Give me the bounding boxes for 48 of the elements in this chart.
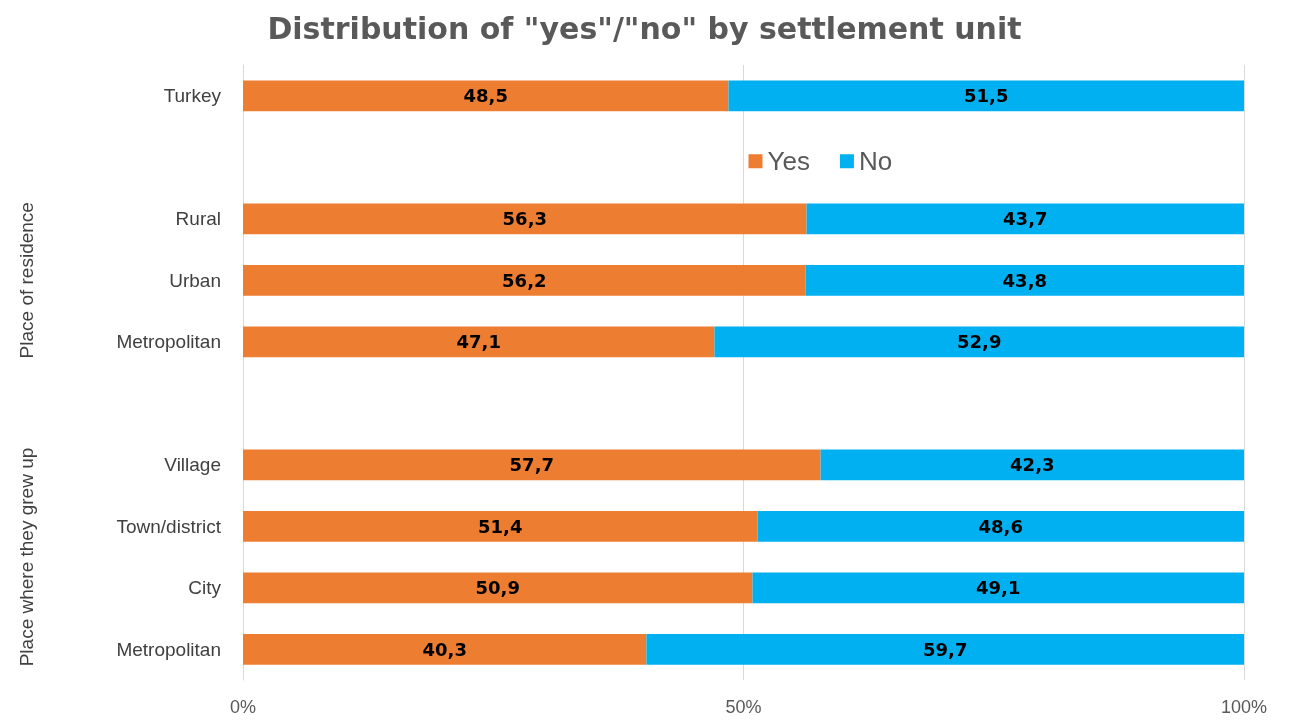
data-label: 56,3: [502, 208, 547, 230]
bar: [243, 449, 821, 481]
bar: [728, 80, 1244, 112]
text: Place of residence: [15, 202, 37, 359]
data-label: 51,4: [478, 515, 523, 537]
bar: [243, 80, 729, 112]
data-label: 59,7: [922, 638, 968, 660]
data-label: 56,2: [502, 269, 547, 291]
data-label: 40,3: [422, 638, 467, 660]
y-tick-label: Turkey: [163, 85, 222, 107]
bar: [243, 326, 715, 358]
bar: [646, 633, 1244, 665]
data-label: 51,5: [964, 85, 1009, 107]
data-label: 57,7: [509, 454, 554, 476]
y-tick-label: Town/district: [116, 515, 222, 537]
y-tick-label: Metropolitan: [116, 638, 221, 660]
bar: [243, 203, 807, 235]
data-label: 47,1: [456, 331, 501, 353]
data-label: 43,7: [1003, 208, 1048, 230]
y-tick-label: Village: [164, 454, 221, 476]
data-label: 42,3: [1010, 454, 1055, 476]
bar: [714, 326, 1244, 358]
bar: [243, 633, 647, 665]
bar: [805, 264, 1244, 296]
bar: [820, 449, 1244, 481]
x-tick-label: 100%: [1220, 697, 1268, 717]
data-label: 52,9: [957, 331, 1002, 353]
bar: [243, 264, 806, 296]
data-label: 48,6: [978, 515, 1023, 537]
data-label: 43,8: [1002, 269, 1047, 291]
bar: [806, 203, 1244, 235]
data-label: 48,5: [463, 85, 508, 107]
y-tick-label: Rural: [175, 208, 221, 230]
chart-title: Distribution of "yes"/"no" by settlement unit: [267, 10, 1022, 46]
legend-label: Yes: [767, 146, 810, 177]
bar: [243, 572, 753, 604]
bar: [752, 572, 1244, 604]
data-label: 50,9: [475, 577, 520, 599]
bar: [757, 510, 1244, 542]
text: Place where they grew up: [15, 447, 37, 667]
bar: [243, 510, 758, 542]
y-tick-label: City: [188, 577, 222, 599]
data-label: 49,1: [976, 577, 1021, 599]
y-tick-label: Metropolitan: [116, 331, 221, 353]
x-tick-label: 0%: [229, 697, 257, 717]
legend-label: No: [858, 146, 893, 177]
y-tick-label: Urban: [169, 269, 221, 291]
x-tick-label: 50%: [725, 697, 762, 717]
